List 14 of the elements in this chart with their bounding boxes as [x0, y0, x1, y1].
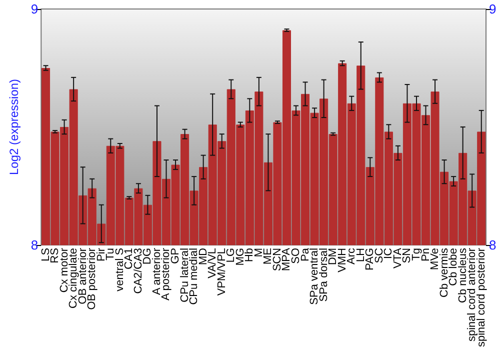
x-tick-label: SC — [373, 248, 386, 264]
x-tick-label: Arc — [346, 247, 358, 264]
x-tick-label: A posterior — [160, 248, 172, 301]
y2-tick-label: 8 — [489, 237, 496, 252]
y2-tick-label: 9 — [489, 2, 496, 16]
x-tick-label: CPu medial — [188, 248, 200, 305]
y-axis-title: Log2 (expression) — [7, 78, 21, 176]
x-tick-label: SPa dorsal — [318, 248, 330, 302]
x-tick-label: IC — [382, 248, 395, 259]
x-tick-label: MVe — [429, 248, 442, 270]
x-tick-label: SCN — [271, 248, 284, 272]
x-tick-label: OB anterior — [76, 248, 89, 304]
x-tick-label: GP — [170, 248, 182, 264]
x-tick-label: RS — [49, 248, 62, 264]
